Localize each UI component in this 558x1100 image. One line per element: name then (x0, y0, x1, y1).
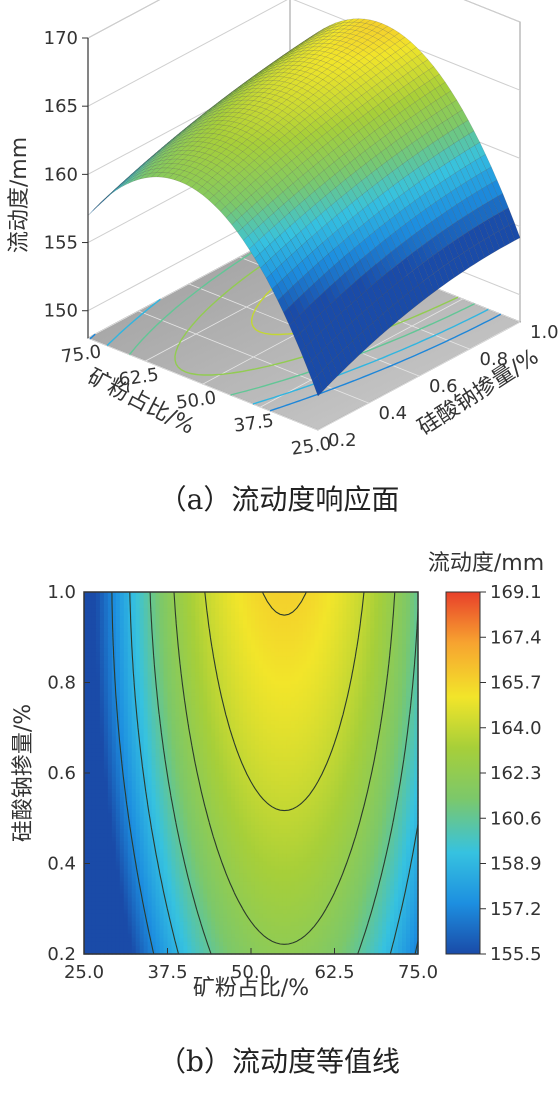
z-axis-label: 流动度/mm (7, 137, 32, 253)
z-tick-label: 165 (44, 96, 78, 117)
colorbar-tick: 157.2 (490, 899, 542, 920)
contour-y-tick: 0.6 (47, 763, 76, 784)
contour-x-tick: 25.0 (64, 962, 104, 983)
caption-b: （b）流动度等值线 (158, 1045, 400, 1078)
y-tick-label: 1.0 (530, 322, 558, 343)
x-tick-label: 25.0 (290, 433, 333, 459)
y-tick-label: 0.2 (328, 430, 357, 451)
colorbar-tick: 167.4 (490, 627, 542, 648)
colorbar (445, 591, 481, 955)
contour-y-tick: 0.2 (47, 944, 76, 965)
y-tick-label: 0.8 (480, 349, 509, 370)
colorbar-tick: 162.3 (490, 763, 542, 784)
surface-mesh (87, 18, 521, 397)
colorbar-tick: 164.0 (490, 718, 542, 739)
contour-fill (84, 592, 419, 955)
contour-y-tick: 0.8 (47, 673, 76, 694)
z-tick-label: 150 (44, 301, 78, 322)
colorbar-tick: 169.1 (490, 582, 542, 603)
contour-x-tick: 62.5 (314, 962, 354, 983)
x-tick-label: 75.0 (60, 341, 103, 367)
contour-line (149, 591, 419, 955)
contour-y-tick: 1.0 (47, 582, 76, 603)
z-tick-label: 155 (44, 233, 78, 254)
contour-x-tick: 75.0 (398, 962, 438, 983)
contour-y-label: 硅酸钠掺量/% (11, 704, 36, 842)
contour-x-label: 矿粉占比/% (193, 976, 309, 1000)
z-tick-label: 170 (44, 28, 78, 49)
z-tick-label: 160 (44, 164, 78, 185)
contour-x-tick: 37.5 (147, 962, 187, 983)
colorbar-tick: 158.9 (490, 854, 542, 875)
y-tick-label: 0.4 (379, 403, 408, 424)
response-surface-chart: 15015516016517075.062.550.037.525.00.20.… (7, 0, 558, 460)
contour-ticks: 25.0 37.5 50.0 62.5 75.0 0.2 0.4 0.6 0.8 1.0 (47, 582, 438, 983)
colorbar-tick: 155.5 (490, 944, 542, 965)
contour-line (173, 591, 396, 945)
contour-line (261, 591, 307, 616)
contour-line (204, 591, 365, 812)
caption-a: （a）流动度响应面 (158, 483, 400, 516)
contour-line (111, 591, 419, 955)
x-tick-label: 37.5 (232, 410, 275, 436)
colorbar-tick: 160.6 (490, 808, 542, 829)
contour-y-tick: 0.4 (47, 854, 76, 875)
y-tick-label: 0.6 (429, 376, 458, 397)
colorbar-tick: 165.7 (490, 673, 542, 694)
contour-x-tick: 50.0 (231, 962, 271, 983)
contour-chart: 25.0 37.5 50.0 62.5 75.0 0.2 0.4 0.6 0.8 1.0 169.… (11, 551, 544, 1000)
colorbar-ticks: 169.1 167.4 165.7 164.0 162.3 160.6 158.9 157.2… (480, 582, 542, 965)
colorbar-title: 流动度/mm (428, 551, 544, 576)
